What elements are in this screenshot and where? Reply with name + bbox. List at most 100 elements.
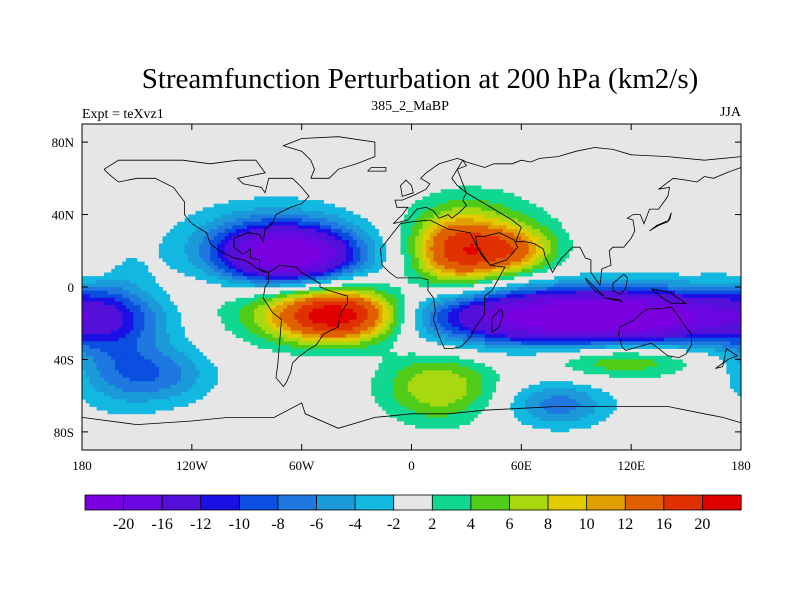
field-cell — [294, 268, 299, 273]
field-cell — [188, 243, 193, 248]
field-cell — [444, 261, 449, 266]
field-cell — [616, 326, 621, 331]
field-cell — [466, 189, 471, 194]
field-cell — [224, 319, 229, 324]
field-cell — [462, 250, 467, 255]
field-cell — [433, 236, 438, 241]
field-cell — [393, 312, 398, 317]
field-cell — [202, 229, 207, 234]
field-cell — [319, 294, 324, 299]
field-cell — [576, 276, 581, 281]
field-cell — [272, 301, 277, 306]
field-cell — [689, 315, 694, 320]
field-cell — [433, 239, 438, 244]
field-cell — [444, 189, 449, 194]
field-cell — [232, 221, 237, 226]
field-cell — [338, 236, 343, 241]
field-cell — [492, 268, 497, 273]
field-cell — [118, 334, 123, 339]
field-cell — [642, 287, 647, 291]
field-cell — [162, 236, 167, 241]
field-cell — [444, 279, 449, 284]
field-cell — [693, 330, 698, 335]
field-cell — [349, 214, 354, 219]
field-cell — [708, 283, 713, 288]
field-cell — [543, 305, 548, 310]
field-cell — [199, 258, 204, 262]
field-cell — [180, 268, 185, 273]
field-cell — [341, 337, 346, 342]
field-cell — [418, 323, 423, 328]
field-cell — [374, 297, 379, 302]
field-cell — [371, 326, 376, 331]
field-cell — [100, 326, 105, 331]
field-cell — [202, 232, 207, 237]
field-cell — [158, 287, 163, 291]
field-cell — [374, 232, 379, 237]
field-cell — [426, 334, 431, 339]
field-cell — [671, 294, 676, 299]
field-cell — [294, 276, 299, 281]
field-cell — [682, 334, 687, 339]
field-cell — [235, 265, 240, 270]
field-cell — [301, 272, 306, 277]
field-cell — [319, 207, 324, 212]
field-cell — [492, 330, 497, 335]
field-cell — [481, 265, 486, 270]
field-cell — [158, 337, 163, 342]
field-cell — [316, 276, 321, 281]
field-cell — [433, 261, 438, 266]
field-cell — [129, 312, 134, 317]
field-cell — [158, 250, 163, 255]
field-cell — [169, 312, 174, 317]
field-cell — [305, 258, 310, 262]
field-cell — [228, 200, 233, 205]
field-cell — [579, 287, 584, 291]
field-cell — [184, 258, 189, 262]
field-cell — [568, 297, 573, 302]
field-cell — [711, 279, 716, 284]
field-cell — [147, 330, 152, 335]
field-cell — [532, 287, 537, 291]
field-cell — [609, 337, 614, 342]
field-cell — [254, 254, 259, 259]
field-cell — [535, 297, 540, 302]
field-cell — [191, 247, 196, 252]
field-cell — [166, 308, 171, 313]
field-cell — [426, 229, 431, 234]
field-cell — [257, 279, 262, 284]
field-cell — [228, 323, 233, 328]
field-cell — [356, 315, 361, 320]
field-cell — [265, 207, 270, 212]
field-cell — [312, 210, 317, 215]
field-cell — [144, 312, 149, 317]
field-cell — [254, 294, 259, 299]
field-cell — [283, 232, 288, 237]
field-cell — [499, 210, 504, 215]
field-cell — [708, 308, 713, 313]
field-cell — [459, 283, 464, 288]
field-cell — [433, 337, 438, 342]
field-cell — [232, 203, 237, 208]
field-cell — [254, 200, 259, 205]
field-cell — [254, 323, 259, 328]
field-cell — [345, 214, 350, 219]
field-cell — [455, 305, 460, 310]
field-cell — [448, 192, 453, 197]
field-cell — [653, 337, 658, 342]
field-cell — [382, 319, 387, 324]
field-cell — [499, 258, 504, 262]
field-cell — [243, 258, 248, 262]
field-cell — [301, 214, 306, 219]
field-cell — [151, 334, 156, 339]
field-cell — [455, 283, 460, 288]
field-cell — [477, 192, 482, 197]
field-cell — [466, 225, 471, 230]
field-cell — [422, 239, 427, 244]
field-cell — [411, 207, 416, 212]
field-cell — [239, 229, 244, 234]
field-cell — [283, 221, 288, 226]
field-cell — [415, 315, 420, 320]
field-cell — [210, 225, 215, 230]
field-cell — [543, 290, 548, 295]
